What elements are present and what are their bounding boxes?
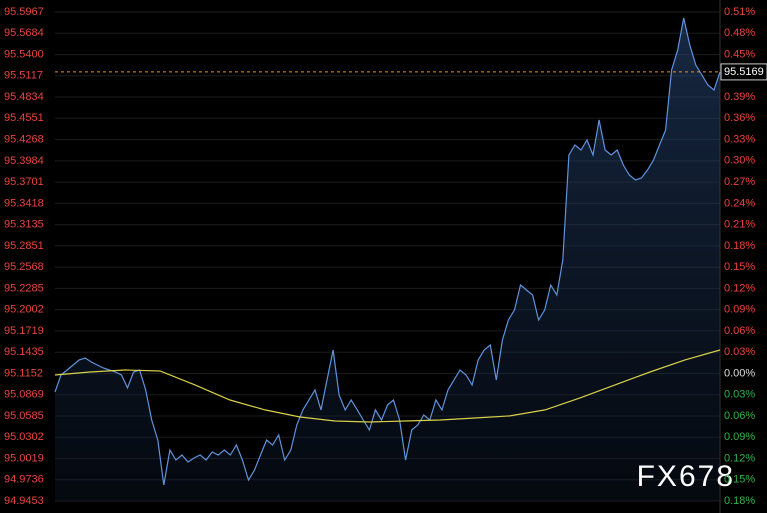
watermark: FX678 (637, 460, 735, 493)
area-fill (55, 18, 720, 501)
y-tick-label: 95.3984 (4, 155, 44, 167)
y-tick-label: 95.2851 (4, 240, 44, 252)
y2-tick-label: 0.39% (724, 91, 755, 103)
y-tick-label: 95.5967 (4, 6, 44, 18)
y-tick-label: 95.1152 (4, 367, 43, 379)
y-tick-label: 95.2568 (4, 261, 44, 273)
y2-tick-label: 0.09% (724, 304, 755, 316)
y-tick-label: 94.9736 (4, 474, 44, 486)
y-tick-label: 95.1435 (4, 346, 44, 358)
y2-tick-label: 0.00% (724, 367, 755, 379)
y-tick-label: 95.3701 (4, 176, 44, 188)
y2-tick-label: 0.03% (724, 346, 755, 358)
y2-tick-label: 0.15% (724, 474, 755, 486)
y2-tick-label: 0.30% (724, 155, 755, 167)
y-tick-label: 94.9453 (4, 495, 44, 507)
y2-tick-label: 0.36% (724, 112, 755, 124)
y-tick-label: 95.3135 (4, 219, 44, 231)
y2-tick-label: 0.06% (724, 325, 755, 337)
y-tick-label: 95.3418 (4, 197, 44, 209)
y2-tick-label: 0.48% (724, 27, 755, 39)
y2-tick-label: 0.51% (724, 6, 755, 18)
y-tick-label: 95.5684 (4, 27, 44, 39)
y-tick-label: 95.2002 (4, 304, 44, 316)
y-tick-label: 95.0019 (4, 452, 44, 464)
y-tick-label: 95.2285 (4, 282, 44, 294)
y-tick-label: 95.1719 (4, 325, 44, 337)
y2-tick-label: 0.21% (724, 219, 755, 231)
current-price-label: 95.5169 (724, 66, 764, 78)
y2-tick-label: 0.15% (724, 261, 755, 273)
y2-tick-label: 0.24% (724, 197, 755, 209)
y2-tick-label: 0.18% (724, 240, 755, 252)
y2-tick-label: 0.03% (724, 389, 755, 401)
y2-tick-label: 0.33% (724, 133, 755, 145)
y2-tick-label: 0.18% (724, 495, 755, 507)
y-tick-label: 95.4551 (4, 112, 44, 124)
y-tick-label: 95.4268 (4, 133, 44, 145)
y-tick-label: 95.4834 (4, 91, 44, 103)
y-tick-label: 95.5117 (4, 70, 43, 82)
y2-tick-label: 0.12% (724, 452, 755, 464)
y2-tick-label: 0.09% (724, 431, 755, 443)
y2-tick-label: 0.45% (724, 48, 755, 60)
y-tick-label: 95.0302 (4, 431, 44, 443)
y2-tick-label: 0.27% (724, 176, 755, 188)
y2-tick-label: 0.12% (724, 282, 755, 294)
y-tick-label: 95.0869 (4, 389, 44, 401)
series-line (54, 17, 721, 486)
y-tick-label: 95.0585 (4, 410, 44, 422)
series-line (54, 349, 721, 423)
y2-tick-label: 0.06% (724, 410, 755, 422)
current-price-box (720, 63, 767, 81)
y-tick-label: 95.5400 (4, 48, 44, 60)
